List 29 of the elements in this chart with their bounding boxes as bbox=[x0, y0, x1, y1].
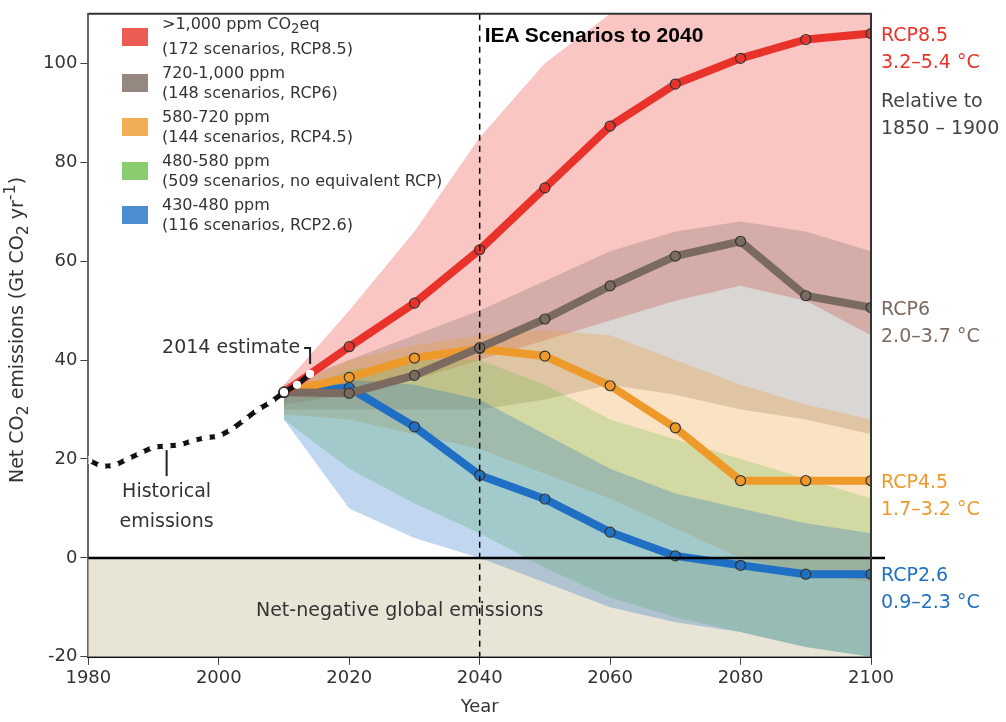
annotation: RCP4.5 1.7–3.2 °C bbox=[881, 469, 980, 519]
legend-label: 720-1,000 ppm (148 scenarios, RCP6) bbox=[162, 63, 338, 104]
annotation: 2014 estimate bbox=[162, 334, 301, 357]
y-tick-label: 20 bbox=[54, 446, 78, 468]
legend-label: 480-580 ppm (509 scenarios, no equivalent RCP) bbox=[162, 151, 443, 192]
y-tick-label: 100 bbox=[43, 50, 78, 72]
legend-label: 430-480 ppm (116 scenarios, RCP2.6) bbox=[162, 195, 353, 236]
y-tick-label: 80 bbox=[54, 149, 78, 171]
y-tick-label: 0 bbox=[65, 545, 78, 567]
annotation: RCP2.6 0.9–2.3 °C bbox=[881, 563, 980, 613]
legend-label: 580-720 ppm (144 scenarios, RCP4.5) bbox=[162, 107, 353, 148]
x-axis-title: Year bbox=[459, 694, 500, 716]
text: Relative to 1850 – 1900 bbox=[881, 88, 1000, 138]
x-tick-label: 1980 bbox=[65, 666, 112, 688]
legend-label: >1,000 ppm CO$_{2}$eq (172 scenarios, RCP8.5) bbox=[162, 14, 353, 60]
x-tick-label: 2040 bbox=[456, 666, 503, 688]
x-tick-label: 2060 bbox=[587, 666, 634, 688]
y-tick-label: 40 bbox=[54, 347, 78, 369]
x-tick-label: 2020 bbox=[326, 666, 373, 688]
y-tick-label: -20 bbox=[47, 644, 78, 666]
x-tick-label: 2000 bbox=[195, 666, 242, 688]
x-tick-label: 2080 bbox=[717, 666, 764, 688]
annotation: RCP8.5 3.2–5.4 °C bbox=[881, 22, 980, 72]
band-label: Net-negative global emissions bbox=[255, 598, 544, 621]
annotation: Historical emissions bbox=[119, 479, 214, 532]
ref-line-label: IEA Scenarios to 2040 bbox=[484, 23, 704, 47]
x-tick-label: 2100 bbox=[848, 666, 894, 688]
annotation: RCP6 2.0–3.7 °C bbox=[881, 296, 980, 346]
y-tick-label: 60 bbox=[54, 248, 78, 270]
